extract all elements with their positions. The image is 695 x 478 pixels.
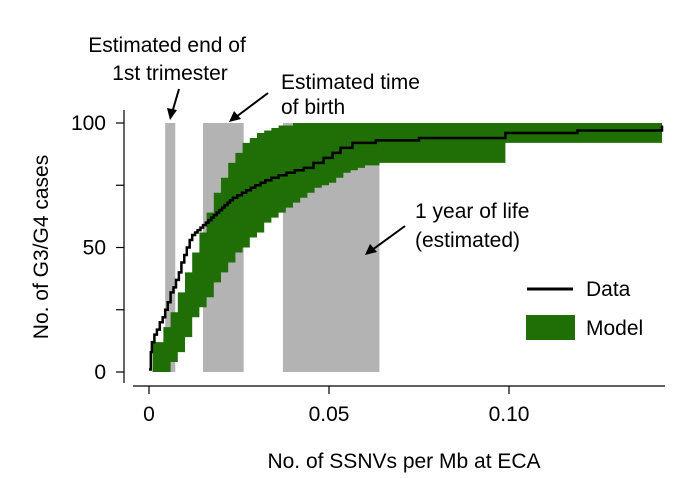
annotation-trimester: Estimated end of 1st trimester [88, 34, 246, 120]
annotation-birth-arrowhead [229, 111, 241, 122]
x-axis: 0 0.05 0.10 [133, 385, 665, 426]
data-line-layer [149, 125, 664, 371]
annotation-year-arrowhead [365, 244, 377, 255]
legend-data-label: Data [586, 278, 631, 301]
legend: Data Model [526, 278, 643, 340]
legend-model-label: Model [586, 317, 643, 340]
x-tick-label: 0.05 [309, 403, 350, 426]
legend-model-swatch [526, 315, 575, 340]
x-ticks: 0 0.05 0.10 [143, 386, 529, 426]
x-axis-label: No. of SSNVs per Mb at ECA [267, 450, 540, 473]
annotation-year-line1: 1 year of life [415, 200, 529, 223]
y-tick-label: 50 [83, 237, 106, 260]
model-band [152, 123, 662, 372]
annotation-year: 1 year of life (estimated) [365, 200, 529, 255]
annotation-year-line2: (estimated) [415, 229, 520, 252]
y-axis: 0 50 100 [71, 110, 125, 384]
annotation-birth-line1: Estimated time [281, 71, 420, 94]
data-line [149, 125, 664, 371]
annotation-year-arrow [371, 225, 406, 251]
annotation-birth: Estimated time of birth [229, 71, 420, 122]
y-tick-label: 0 [94, 361, 106, 384]
y-ticks: 0 50 100 [71, 112, 124, 384]
annotation-birth-line2: of birth [281, 96, 345, 119]
y-axis-label: No. of G3/G4 cases [30, 155, 53, 339]
shaded-period-0 [165, 123, 176, 372]
x-tick-label: 0.10 [489, 403, 530, 426]
annotation-birth-arrow [235, 92, 269, 118]
model-band-layer [152, 123, 662, 372]
annotation-trimester-line1: Estimated end of [88, 34, 246, 57]
annotation-trimester-arrow [171, 88, 180, 114]
annotation-trimester-line2: 1st trimester [112, 62, 228, 85]
y-tick-label: 100 [71, 112, 106, 135]
x-tick-label: 0 [143, 403, 155, 426]
annotation-trimester-arrowhead [167, 108, 177, 120]
